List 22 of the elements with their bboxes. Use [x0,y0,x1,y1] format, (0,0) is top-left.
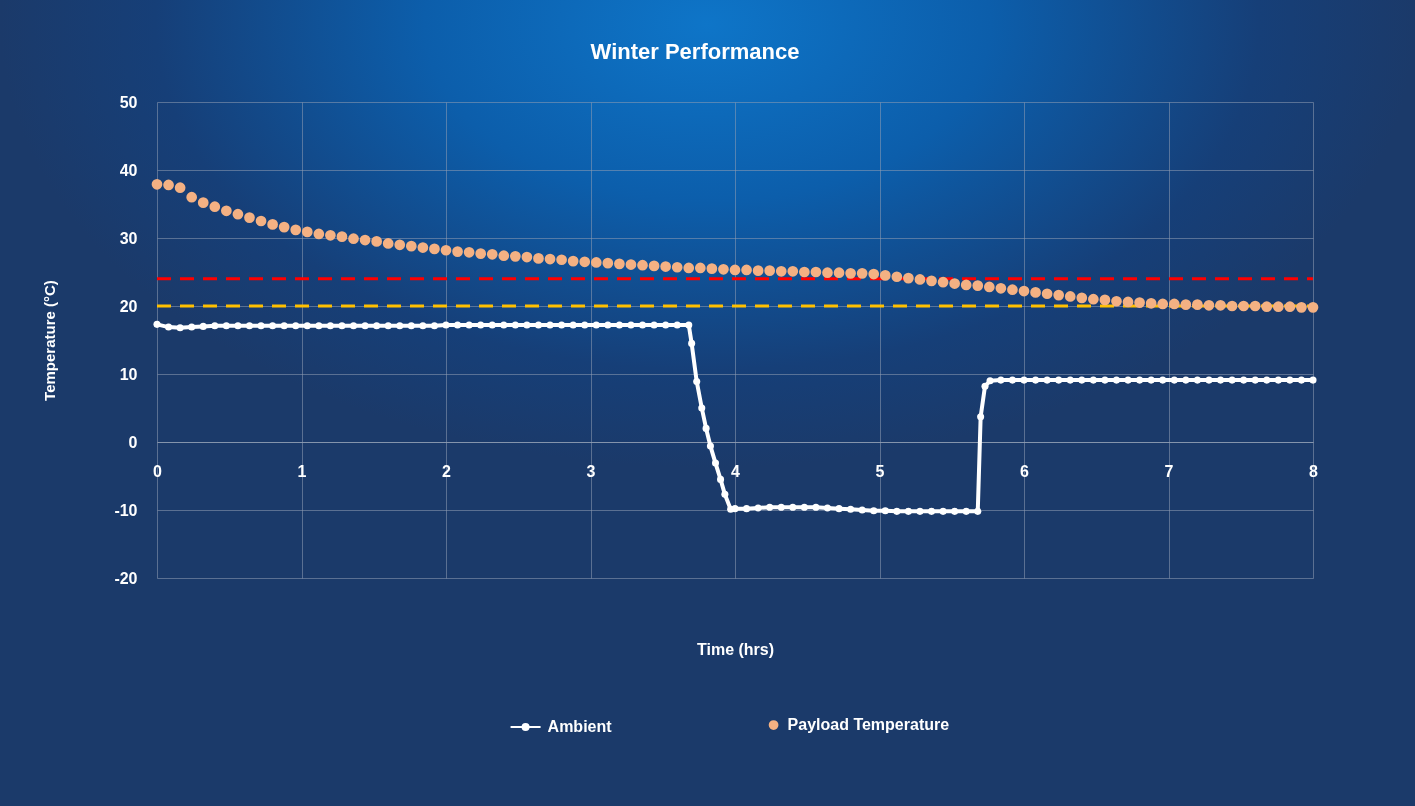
chart-title: Winter Performance [590,39,800,64]
x-tick-label: 7 [1164,462,1174,480]
y-tick-label: 10 [119,365,138,383]
x-tick-label: 4 [731,462,741,480]
x-tick-label: 6 [1020,462,1030,480]
x-tick-label: 0 [153,462,163,480]
x-tick-label: 3 [586,462,596,480]
x-tick-label: 8 [1309,462,1319,480]
x-tick-label: 1 [297,462,307,480]
y-tick-label: 0 [128,433,138,451]
x-tick-label: 2 [442,462,452,480]
y-tick-label: 30 [119,229,138,247]
x-axis-title: Time (hrs) [696,640,775,658]
y-tick-label: 50 [119,93,138,111]
legend-label: Ambient [547,718,613,736]
y-tick-label: 40 [119,161,138,179]
y-axis-title: Temperature (°C) [41,280,59,401]
x-tick-label: 5 [875,462,885,480]
y-tick-label: -20 [114,569,138,587]
y-tick-label: 20 [119,297,138,315]
y-tick-label: -10 [114,501,138,519]
legend-label: Payload Temperature [787,716,950,734]
